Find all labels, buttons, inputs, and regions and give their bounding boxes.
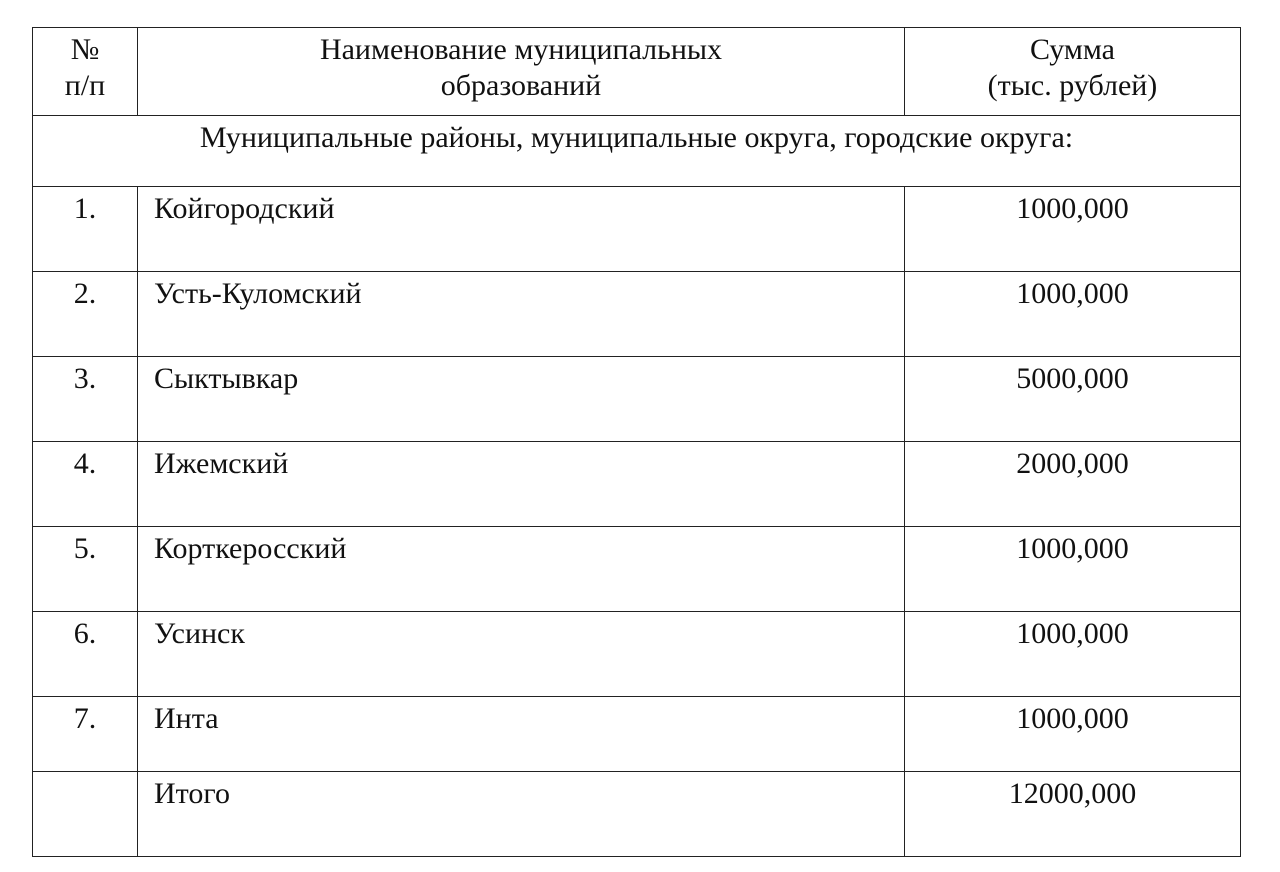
header-sum-line1: Сумма (1030, 33, 1115, 66)
table-row: 7. Инта 1000,000 (32, 696, 1241, 772)
total-row: Итого 12000,000 (32, 771, 1241, 857)
row-sum-value: 5000,000 (1016, 362, 1129, 395)
row-num: 5. (32, 526, 138, 612)
row-name: Инта (137, 696, 905, 772)
row-num: 2. (32, 271, 138, 357)
row-name: Койгородский (137, 186, 905, 272)
row-name: Ижемский (137, 441, 905, 527)
total-sum: 12000,000 (904, 771, 1241, 857)
section-title: Муниципальные районы, муниципальные окру… (32, 115, 1241, 187)
row-sum: 1000,000 (904, 186, 1241, 272)
header-sum-line2: (тыс. рублей) (987, 69, 1158, 102)
total-sum-value: 12000,000 (1008, 777, 1137, 810)
row-name: Усть-Куломский (137, 271, 905, 357)
row-num: 4. (32, 441, 138, 527)
row-name: Сыктывкар (137, 356, 905, 442)
header-name-line1: Наименование муниципальных (319, 33, 723, 66)
header-num: № п/п (32, 27, 138, 116)
row-sum: 1000,000 (904, 696, 1241, 772)
row-sum: 1000,000 (904, 611, 1241, 697)
row-sum: 1000,000 (904, 271, 1241, 357)
total-num (32, 771, 138, 857)
row-sum-value: 1000,000 (1016, 617, 1129, 650)
table-row: 2. Усть-Куломский 1000,000 (32, 271, 1241, 357)
total-label: Итого (137, 771, 905, 857)
row-name: Усинск (137, 611, 905, 697)
row-sum: 1000,000 (904, 526, 1241, 612)
row-num: 6. (32, 611, 138, 697)
table-row: 5. Корткеросский 1000,000 (32, 526, 1241, 612)
row-sum-value: 1000,000 (1016, 702, 1129, 735)
row-name: Корткеросский (137, 526, 905, 612)
row-num: 1. (32, 186, 138, 272)
row-sum-value: 1000,000 (1016, 192, 1129, 225)
row-num: 3. (32, 356, 138, 442)
row-sum-value: 1000,000 (1016, 532, 1129, 565)
table-row: 3. Сыктывкар 5000,000 (32, 356, 1241, 442)
section-row: Муниципальные районы, муниципальные окру… (32, 115, 1241, 187)
row-num: 7. (32, 696, 138, 772)
header-name-line2: образований (440, 69, 602, 102)
header-row: № п/п Наименование муниципальных образован… (32, 27, 1241, 116)
row-sum-value: 2000,000 (1016, 447, 1129, 480)
row-sum-value: 1000,000 (1016, 277, 1129, 310)
allocation-table: № п/п Наименование муниципальных образован… (32, 27, 1241, 857)
header-name: Наименование муниципальных образований (137, 27, 905, 116)
table-row: 1. Койгородский 1000,000 (32, 186, 1241, 272)
header-num-line2: п/п (64, 69, 106, 102)
table-row: 4. Ижемский 2000,000 (32, 441, 1241, 527)
header-num-line1: № (70, 33, 100, 66)
header-sum: Сумма (тыс. рублей) (904, 27, 1241, 116)
row-sum: 5000,000 (904, 356, 1241, 442)
table-row: 6. Усинск 1000,000 (32, 611, 1241, 697)
row-sum: 2000,000 (904, 441, 1241, 527)
